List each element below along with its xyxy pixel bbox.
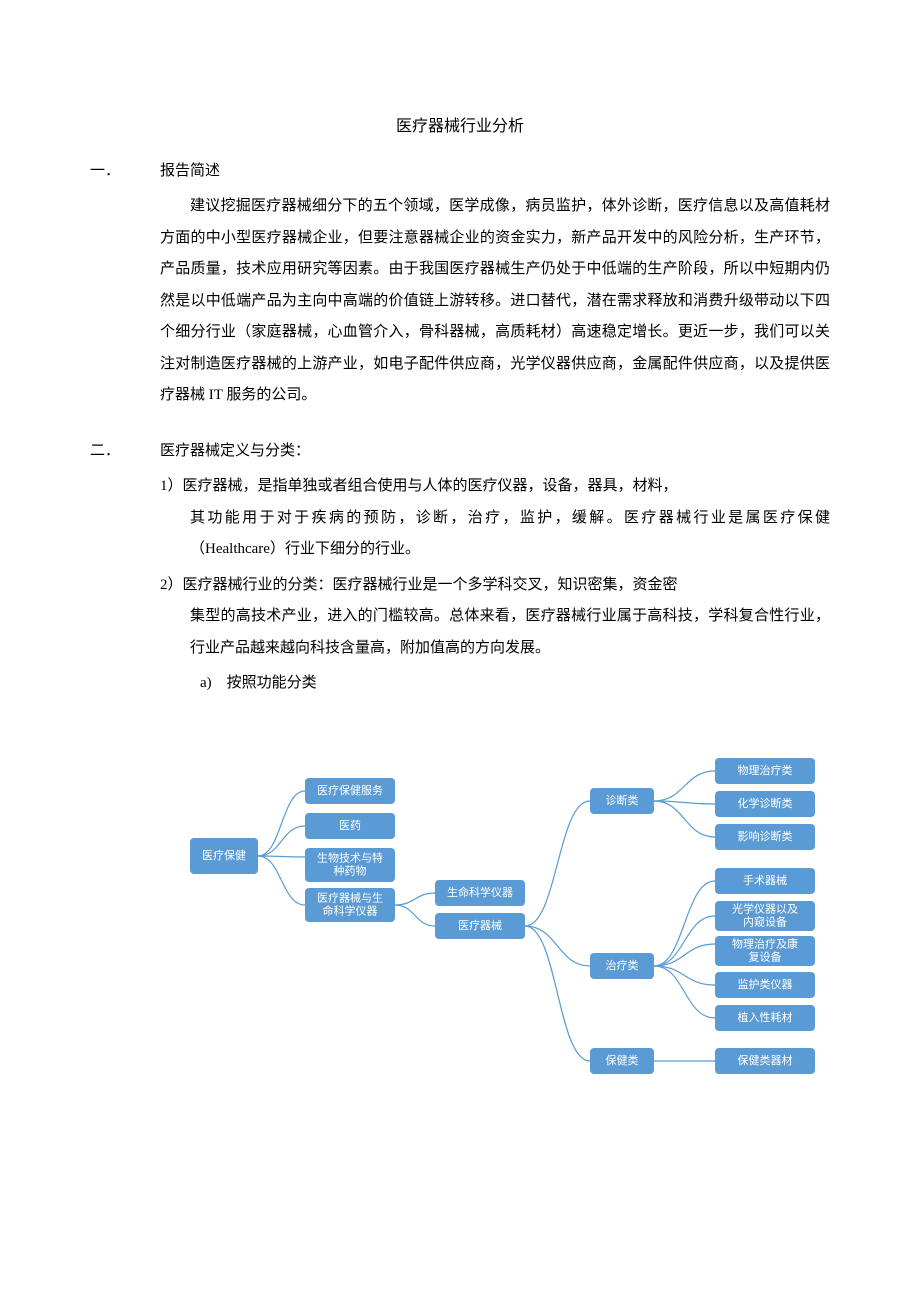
tree-node: 医疗保健: [190, 838, 258, 874]
section-1-para: 建议挖掘医疗器械细分下的五个领域，医学成像，病员监护，体外诊断，医疗信息以及高值…: [160, 191, 830, 412]
svg-text:治疗类: 治疗类: [606, 958, 639, 972]
section-2-num: 二．: [90, 436, 160, 468]
tree-node: 医疗保健服务: [305, 778, 395, 804]
item-2-lead: 2）医疗器械行业的分类：医疗器械行业是一个多学科交叉，知识密集，资金密: [160, 570, 830, 602]
edge: [395, 893, 435, 905]
svg-text:监护类仪器: 监护类仪器: [738, 977, 793, 991]
svg-text:手术器械: 手术器械: [743, 873, 787, 887]
svg-text:物理治疗类: 物理治疗类: [738, 763, 793, 777]
tree-node: 影响诊断类: [715, 824, 815, 850]
tree-node: 医疗器械与生命科学仪器: [305, 888, 395, 922]
tree-node: 保健类器材: [715, 1048, 815, 1074]
section-1-num: 一．: [90, 156, 160, 188]
svg-text:影响诊断类: 影响诊断类: [738, 829, 793, 843]
tree-node: 医疗器械: [435, 913, 525, 939]
item-2-rest: 集型的高技术产业，进入的门槛较高。总体来看，医疗器械行业属于高科技，学科复合性行…: [160, 601, 830, 664]
edge: [654, 881, 715, 966]
edge: [654, 966, 715, 985]
edge: [654, 771, 715, 801]
svg-text:生命科学仪器: 生命科学仪器: [447, 885, 513, 899]
tree-node: 生物技术与特种药物: [305, 848, 395, 882]
item-1-lead: 1）医疗器械，是指单独或者组合使用与人体的医疗仪器，设备，器具，材料，: [160, 471, 830, 503]
svg-text:保健类: 保健类: [606, 1053, 639, 1067]
svg-text:医疗保健服务: 医疗保健服务: [317, 783, 383, 797]
svg-text:化学诊断类: 化学诊断类: [738, 796, 793, 810]
svg-text:保健类器材: 保健类器材: [738, 1053, 793, 1067]
edge: [525, 801, 590, 926]
svg-text:医药: 医药: [339, 819, 361, 832]
tree-node: 化学诊断类: [715, 791, 815, 817]
edge: [654, 966, 715, 1018]
svg-text:医疗器械与生命科学仪器: 医疗器械与生命科学仪器: [317, 890, 383, 917]
section-1-head: 报告简述: [160, 156, 220, 188]
tree-node: 光学仪器以及内窥设备: [715, 901, 815, 931]
tree-node: 保健类: [590, 1048, 654, 1074]
svg-text:医疗保健: 医疗保健: [202, 848, 246, 862]
sub-a: a) 按照功能分类: [200, 668, 830, 700]
tree-node: 医药: [305, 813, 395, 839]
tree-node: 植入性耗材: [715, 1005, 815, 1031]
tree-node: 物理治疗及康复设备: [715, 936, 815, 966]
edge: [258, 791, 305, 856]
item-1-rest: 其功能用于对于疾病的预防，诊断，治疗，监护，缓解。医疗器械行业是属医疗保健（He…: [160, 503, 830, 566]
tree-node: 物理治疗类: [715, 758, 815, 784]
tree-node: 治疗类: [590, 953, 654, 979]
tree-node: 生命科学仪器: [435, 880, 525, 906]
edge: [395, 905, 435, 926]
page-title: 医疗器械行业分析: [90, 110, 830, 144]
svg-text:植入性耗材: 植入性耗材: [738, 1010, 793, 1024]
tree-node: 诊断类: [590, 788, 654, 814]
tree-svg: 医疗保健 医疗保健服务医药生物技术与特种药物医疗器械与生命科学仪器 生命科学仪器医疗…: [160, 708, 860, 1078]
item-2: 2）医疗器械行业的分类：医疗器械行业是一个多学科交叉，知识密集，资金密 集型的高…: [160, 570, 830, 665]
section-2-head: 医疗器械定义与分类：: [160, 436, 310, 468]
edge: [258, 826, 305, 856]
edge: [258, 856, 305, 857]
classification-diagram: 医疗保健 医疗保健服务医药生物技术与特种药物医疗器械与生命科学仪器 生命科学仪器医疗…: [160, 708, 830, 1078]
item-1: 1）医疗器械，是指单独或者组合使用与人体的医疗仪器，设备，器具，材料， 其功能用…: [160, 471, 830, 566]
tree-node: 监护类仪器: [715, 972, 815, 998]
svg-text:医疗器械: 医疗器械: [458, 918, 502, 932]
tree-node: 手术器械: [715, 868, 815, 894]
edge: [258, 856, 305, 905]
edge: [654, 801, 715, 837]
edge: [525, 926, 590, 966]
section-1-header: 一． 报告简述: [90, 156, 830, 188]
section-2-header: 二． 医疗器械定义与分类：: [90, 436, 830, 468]
svg-text:诊断类: 诊断类: [606, 793, 639, 807]
